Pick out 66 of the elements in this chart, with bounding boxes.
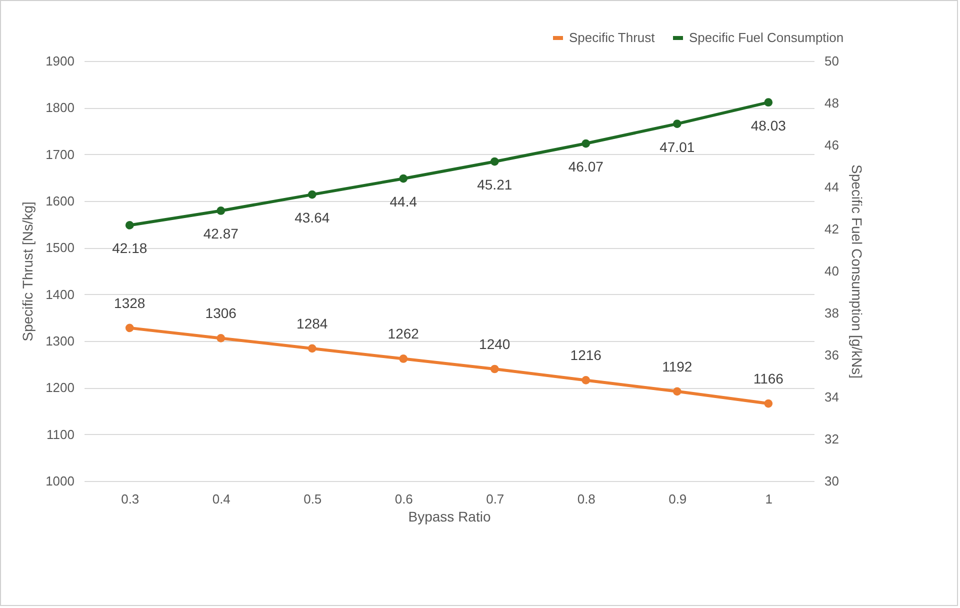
- y2-tick-label: 36: [824, 348, 839, 362]
- point: [216, 334, 226, 342]
- data-label: 1262: [388, 326, 420, 342]
- y-tick-label: 1000: [46, 474, 74, 488]
- point: [308, 190, 316, 199]
- y2-tick-label: 46: [824, 138, 839, 152]
- legend-label: Specific Thrust: [569, 30, 656, 45]
- y-tick-label: 1900: [46, 54, 74, 68]
- data-label: 46.07: [568, 158, 604, 175]
- point: [582, 376, 590, 384]
- data-label: 1216: [570, 347, 602, 364]
- y-tick-label: 1200: [46, 380, 74, 396]
- point: [125, 324, 134, 332]
- x-tick-label: 1: [765, 492, 772, 506]
- point: [308, 344, 316, 353]
- point: [672, 387, 682, 396]
- x-tick-label: 0.5: [304, 492, 322, 506]
- x-tick-label: 0.4: [212, 492, 230, 506]
- y2-tick-label: 34: [824, 390, 839, 404]
- y-tick-label: 1600: [46, 194, 74, 208]
- y2-tick-label: 50: [824, 54, 839, 68]
- legend-label: Specific Fuel Consumption: [689, 30, 844, 45]
- data-label: 44.4: [390, 194, 418, 210]
- x-tick-label: 0.3: [121, 492, 140, 506]
- y-axis-title: Specific Thrust [Ns/kg]: [20, 202, 36, 342]
- data-label: 43.64: [294, 210, 330, 226]
- data-label: 1328: [114, 294, 146, 311]
- x-axis-title: Bypass Ratio: [408, 508, 491, 524]
- y-tick-label: 1800: [46, 100, 74, 116]
- data-label: 1240: [479, 336, 510, 352]
- point: [582, 139, 590, 148]
- y-tick-label: 1300: [46, 334, 74, 348]
- y2-axis-title: Specific Fuel Consumption [g/kNs]: [848, 164, 865, 378]
- y2-tick-label: 42: [824, 222, 839, 236]
- point: [764, 98, 773, 107]
- data-label: 47.01: [660, 138, 695, 155]
- y2-tick-label: 38: [824, 306, 839, 320]
- data-label: 1306: [205, 305, 237, 322]
- data-label: 42.18: [112, 240, 148, 256]
- y2-tick-label: 32: [824, 432, 839, 446]
- data-label: 48.03: [750, 117, 786, 134]
- point: [399, 174, 408, 183]
- y-tick-label: 1700: [46, 146, 74, 162]
- point: [216, 206, 226, 215]
- y2-tick-label: 40: [824, 264, 839, 278]
- point: [490, 157, 499, 166]
- data-label: 1284: [296, 315, 328, 332]
- data-label: 1166: [753, 370, 784, 387]
- y2-tick-label: 44: [824, 180, 839, 194]
- y-tick-label: 1100: [46, 426, 74, 442]
- point: [399, 354, 408, 363]
- point: [490, 364, 499, 374]
- point: [672, 120, 682, 128]
- x-tick-label: 0.6: [394, 492, 413, 506]
- data-label: 42.87: [203, 226, 239, 242]
- y-tick-label: 1500: [46, 240, 74, 256]
- y2-tick-label: 30: [824, 474, 839, 488]
- data-label: 1192: [662, 358, 692, 374]
- x-tick-label: 0.8: [577, 492, 596, 506]
- point: [125, 221, 134, 230]
- data-label: 45.21: [477, 176, 512, 193]
- x-tick-label: 0.9: [668, 492, 687, 506]
- point: [764, 399, 773, 408]
- y2-tick-label: 48: [824, 96, 839, 110]
- x-tick-label: 0.7: [486, 492, 504, 506]
- y-tick-label: 1400: [46, 286, 74, 302]
